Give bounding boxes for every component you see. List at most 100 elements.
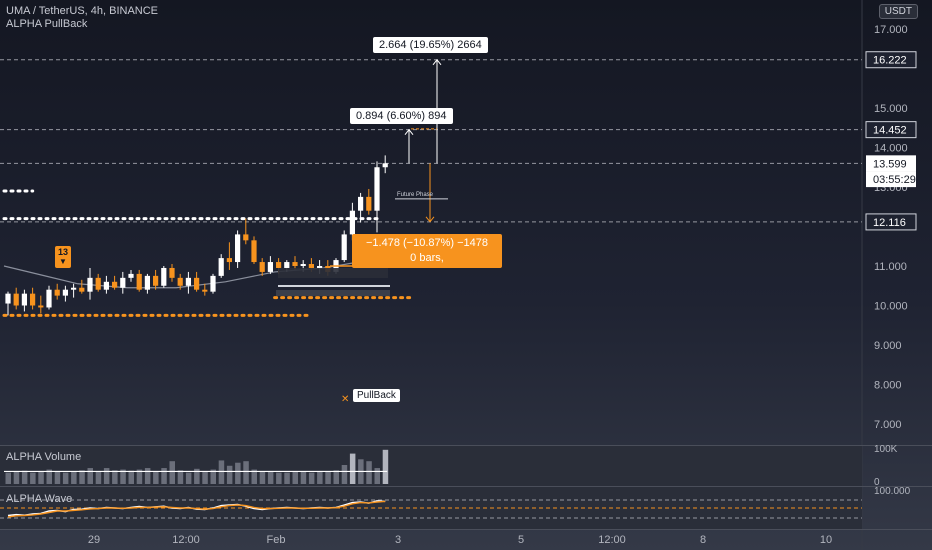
volume-bar [202,471,208,484]
volume-bar [161,468,167,484]
candle[interactable] [169,267,175,278]
time-tick-label: 29 [88,534,100,546]
candle[interactable] [210,275,216,292]
candle[interactable] [226,258,232,263]
measure-down-bars: 0 bars, [410,252,444,264]
volume-bar [382,449,389,484]
volume-bar [218,460,225,484]
volume-bar [112,470,118,484]
candle[interactable] [128,273,134,278]
price-label: 16.222 [873,55,907,67]
candle[interactable] [62,289,68,296]
candle[interactable] [300,264,306,266]
wave-signal-line [7,500,386,518]
candle[interactable] [71,287,77,290]
candle[interactable] [194,277,200,290]
price-label: 03:55:29 [873,174,916,186]
price-label: 12.116 [873,217,906,229]
count-marker[interactable]: 13 ▼ [55,246,71,268]
candle[interactable] [202,289,208,292]
candle[interactable] [177,277,183,286]
price-tick-label: 10.000 [874,301,908,313]
time-axis[interactable]: 29 12:00 Feb 3 5 12:00 8 10 [88,534,832,546]
candle[interactable] [276,262,282,268]
volume-bar [292,471,298,484]
volume-bar [144,468,151,484]
price-tick-label: 17.000 [874,24,908,36]
volume-panel-title: ALPHA Volume [6,451,82,463]
candle[interactable] [292,262,298,266]
candle[interactable] [161,267,167,286]
range-box [276,290,390,296]
time-tick-label: 8 [700,534,706,546]
candle[interactable] [284,262,290,268]
candle[interactable] [103,281,109,290]
price-label-box[interactable] [865,51,917,69]
pullback-label[interactable]: PullBack [353,389,400,402]
candle[interactable] [38,305,44,308]
candle[interactable] [341,234,347,261]
candle[interactable] [112,281,118,288]
arrow-down-icon: ▼ [59,257,67,266]
arrow-head-up-icon [404,128,414,136]
volume-bar [136,469,143,484]
volume-bar [325,471,331,484]
price-label-box[interactable] [865,121,917,139]
measure-label-small[interactable]: 0.894 (6.60%) 894 [350,108,453,124]
time-tick-label: 12:00 [172,534,200,546]
volume-bar [153,471,159,484]
candle[interactable] [374,167,380,211]
candle[interactable] [120,277,126,288]
volume-bar [374,468,380,484]
price-label-box[interactable] [866,171,916,188]
candle[interactable] [144,275,150,290]
candle[interactable] [79,287,85,292]
volume-bar [30,472,36,484]
candle[interactable] [382,163,388,168]
candle[interactable] [95,277,101,290]
candle[interactable] [5,293,11,304]
time-tick-label: 3 [395,534,401,546]
candle[interactable] [30,293,36,306]
future-phase-label: Future Phase [397,192,434,198]
candle[interactable] [308,264,314,268]
measure-label-large[interactable]: 2.664 (19.65%) 2664 [373,37,488,53]
candle[interactable] [366,196,372,211]
candle[interactable] [46,289,52,308]
candle[interactable] [13,293,19,306]
currency-button[interactable]: USDT [878,4,918,19]
volume-bar [284,472,290,484]
volume-bar [5,472,11,484]
candle[interactable] [349,210,355,235]
volume-bar [169,461,175,484]
candles[interactable] [5,155,388,316]
candle[interactable] [185,277,191,286]
volume-bar [349,453,356,484]
candle[interactable] [259,262,265,272]
volume-bar [95,471,102,484]
measure-label-down[interactable]: −1.478 (−10.87%) −1478 0 bars, [352,234,502,268]
price-axis[interactable]: 17.00015.00014.00013.00011.00010.0009.00… [865,24,917,431]
price-tick-label: 15.000 [874,103,908,115]
candle[interactable] [358,196,364,211]
price-tick-label: 14.000 [874,143,908,155]
time-tick-label: 12:00 [598,534,626,546]
time-tick-label: Feb [267,534,286,546]
volume-bar [128,470,134,484]
price-label-box[interactable] [865,213,917,231]
candle[interactable] [54,289,60,296]
candle[interactable] [251,240,257,263]
candle[interactable] [218,258,224,276]
price-label-box[interactable] [866,155,916,172]
volume-bar [185,472,192,484]
candle[interactable] [153,275,159,286]
candle[interactable] [21,293,27,306]
volume-bar [259,471,266,484]
candle[interactable] [243,234,249,241]
candle[interactable] [87,277,93,292]
candle[interactable] [235,234,241,263]
candle[interactable] [136,273,142,290]
candle[interactable] [267,262,273,272]
candle[interactable] [317,266,323,268]
